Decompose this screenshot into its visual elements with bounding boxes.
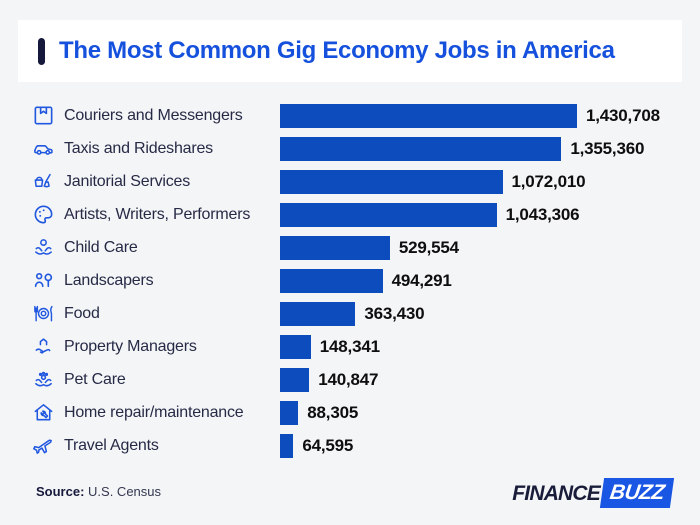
palette-icon bbox=[32, 203, 55, 226]
value-label: 529,554 bbox=[398, 237, 459, 257]
header-card: The Most Common Gig Economy Jobs in Amer… bbox=[18, 20, 682, 82]
value-label: 363,430 bbox=[364, 303, 425, 323]
bar bbox=[280, 235, 390, 260]
category-label: Travel Agents bbox=[64, 436, 159, 454]
chart-row: Artists, Writers, Performers 1,043,306 bbox=[0, 198, 700, 231]
bar bbox=[280, 400, 299, 425]
value-label: 148,341 bbox=[319, 336, 380, 356]
bar bbox=[280, 202, 497, 227]
food-icon bbox=[32, 302, 55, 325]
landscaper-icon bbox=[32, 269, 55, 292]
category-label: Home repair/maintenance bbox=[64, 403, 244, 421]
category-label: Janitorial Services bbox=[64, 172, 191, 190]
chart-row: Food 363,430 bbox=[0, 297, 700, 330]
chart-row: Taxis and Rideshares 1,355,360 bbox=[0, 132, 700, 165]
child-care-icon bbox=[32, 236, 55, 259]
value-label: 140,847 bbox=[318, 369, 379, 389]
paw-hands-icon bbox=[32, 368, 55, 391]
value-label: 1,043,306 bbox=[505, 204, 580, 224]
bar bbox=[280, 136, 562, 161]
chart-row: Travel Agents 64,595 bbox=[0, 429, 700, 462]
car-icon bbox=[32, 137, 55, 160]
chart-row: Home repair/maintenance 88,305 bbox=[0, 396, 700, 429]
package-icon bbox=[32, 104, 55, 127]
value-label: 64,595 bbox=[302, 435, 354, 455]
bar bbox=[280, 433, 294, 458]
chart-row: Couriers and Messengers 1,430,708 bbox=[0, 99, 700, 132]
plane-icon bbox=[32, 434, 55, 457]
page-title: The Most Common Gig Economy Jobs in Amer… bbox=[59, 37, 615, 64]
logo-buzz-text: BUZZ bbox=[599, 478, 675, 508]
chart-row: Child Care 529,554 bbox=[0, 231, 700, 264]
bar bbox=[280, 103, 577, 128]
chart-row: Pet Care 140,847 bbox=[0, 363, 700, 396]
chart-row: Janitorial Services 1,072,010 bbox=[0, 165, 700, 198]
value-label: 1,072,010 bbox=[511, 171, 586, 191]
cleaning-icon bbox=[32, 170, 55, 193]
category-label: Child Care bbox=[64, 238, 138, 256]
house-hand-icon bbox=[32, 335, 55, 358]
value-label: 494,291 bbox=[391, 270, 452, 290]
chart-row: Landscapers 494,291 bbox=[0, 264, 700, 297]
source-note: Source: U.S. Census bbox=[36, 484, 161, 499]
value-label: 88,305 bbox=[307, 402, 359, 422]
value-label: 1,430,708 bbox=[586, 105, 660, 125]
title-accent-bar bbox=[38, 37, 45, 65]
bar bbox=[280, 169, 503, 194]
logo-finance-text: FINANCE bbox=[512, 481, 601, 505]
source-label: Source: bbox=[36, 484, 85, 499]
category-label: Property Managers bbox=[64, 337, 197, 355]
chart-row: Property Managers 148,341 bbox=[0, 330, 700, 363]
home-wrench-icon bbox=[32, 401, 55, 424]
financebuzz-logo: FINANCE BUZZ bbox=[512, 478, 675, 508]
bar-chart: Couriers and Messengers 1,430,708 Taxis … bbox=[0, 99, 700, 462]
value-label: 1,355,360 bbox=[570, 138, 645, 158]
category-label: Artists, Writers, Performers bbox=[64, 205, 251, 223]
source-value: U.S. Census bbox=[88, 484, 162, 499]
category-label: Landscapers bbox=[64, 271, 154, 289]
category-label: Pet Care bbox=[64, 370, 126, 388]
bar bbox=[280, 367, 310, 392]
category-label: Couriers and Messengers bbox=[64, 106, 243, 124]
bar bbox=[280, 268, 383, 293]
bar bbox=[280, 301, 356, 326]
category-label: Food bbox=[64, 304, 100, 322]
category-label: Taxis and Rideshares bbox=[64, 139, 213, 157]
bar bbox=[280, 334, 311, 359]
